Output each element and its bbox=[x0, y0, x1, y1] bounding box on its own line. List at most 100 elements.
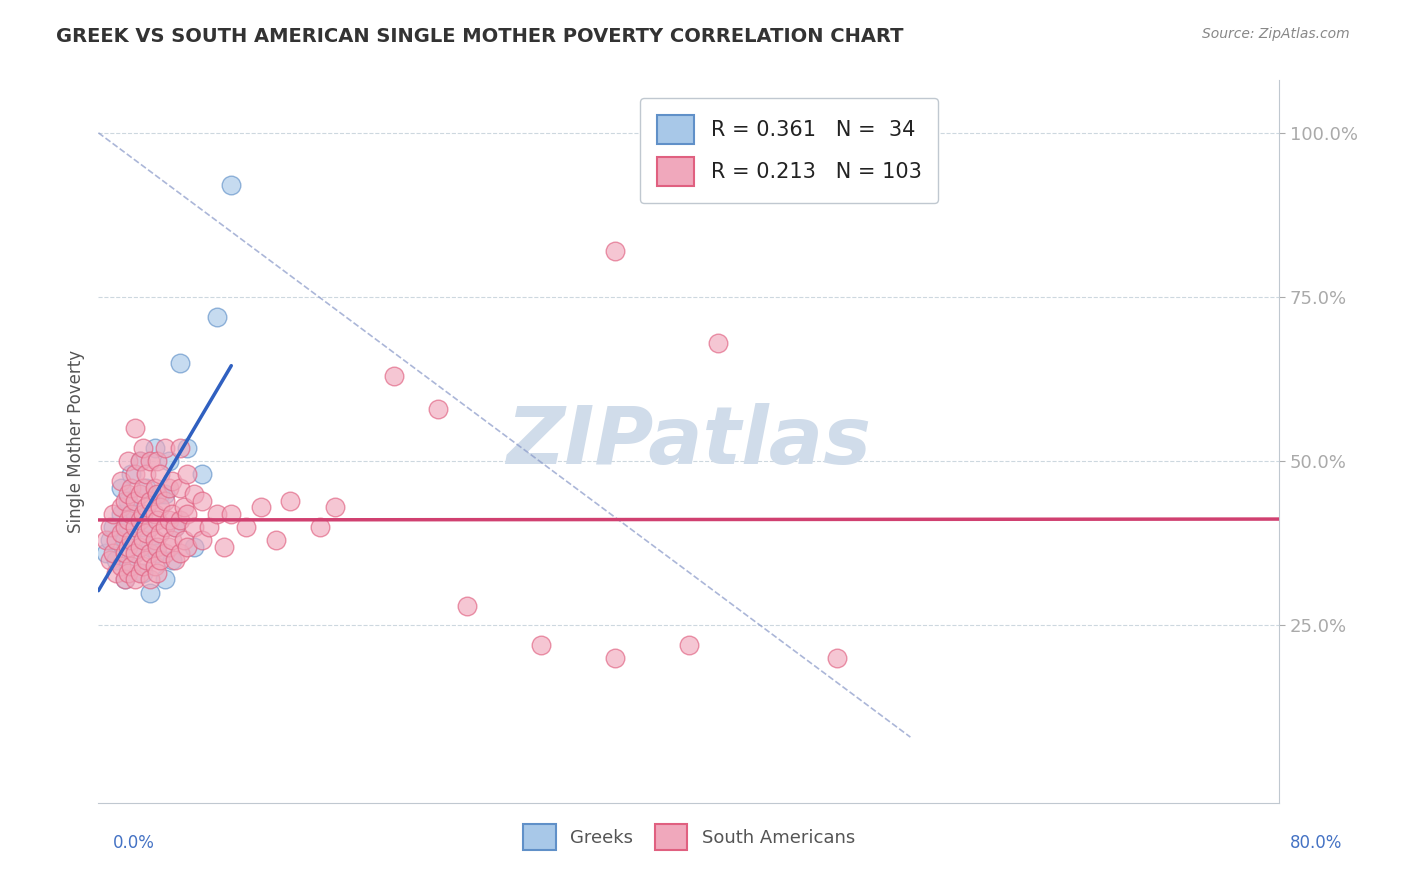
Point bbox=[103, 507, 125, 521]
Point bbox=[146, 546, 169, 560]
Point bbox=[94, 533, 117, 547]
Point bbox=[146, 487, 169, 501]
Point bbox=[120, 481, 142, 495]
Point bbox=[183, 540, 205, 554]
Point bbox=[162, 474, 183, 488]
Point bbox=[162, 507, 183, 521]
Point bbox=[235, 520, 257, 534]
Point bbox=[157, 513, 180, 527]
Point bbox=[165, 553, 187, 567]
Point bbox=[309, 520, 332, 534]
Point bbox=[128, 513, 150, 527]
Point bbox=[124, 421, 146, 435]
Point bbox=[221, 178, 243, 193]
Point bbox=[143, 559, 166, 574]
Point bbox=[427, 401, 450, 416]
Point bbox=[139, 573, 162, 587]
Point bbox=[149, 467, 172, 482]
Point bbox=[117, 487, 139, 501]
Point bbox=[183, 520, 205, 534]
Point bbox=[264, 533, 287, 547]
Point bbox=[146, 454, 169, 468]
Point bbox=[157, 540, 180, 554]
Point bbox=[191, 493, 214, 508]
Point bbox=[139, 493, 162, 508]
Point bbox=[707, 336, 730, 351]
Point bbox=[124, 467, 146, 482]
Point bbox=[212, 540, 235, 554]
Point bbox=[132, 559, 155, 574]
Text: Source: ZipAtlas.com: Source: ZipAtlas.com bbox=[1202, 27, 1350, 41]
Point bbox=[530, 638, 553, 652]
Point bbox=[139, 540, 162, 554]
Point bbox=[169, 546, 191, 560]
Point bbox=[103, 520, 125, 534]
Point bbox=[124, 546, 146, 560]
Point bbox=[117, 566, 139, 580]
Text: ZIPatlas: ZIPatlas bbox=[506, 402, 872, 481]
Point bbox=[132, 533, 155, 547]
Point bbox=[135, 500, 157, 515]
Point bbox=[143, 441, 166, 455]
Point bbox=[153, 493, 176, 508]
Point bbox=[191, 467, 214, 482]
Text: GREEK VS SOUTH AMERICAN SINGLE MOTHER POVERTY CORRELATION CHART: GREEK VS SOUTH AMERICAN SINGLE MOTHER PO… bbox=[56, 27, 904, 45]
Point bbox=[117, 513, 139, 527]
Point bbox=[117, 493, 139, 508]
Point bbox=[132, 520, 155, 534]
Point bbox=[124, 507, 146, 521]
Point bbox=[146, 566, 169, 580]
Legend: Greeks, South Americans: Greeks, South Americans bbox=[515, 815, 863, 859]
Point bbox=[117, 540, 139, 554]
Point bbox=[110, 507, 132, 521]
Point bbox=[162, 553, 183, 567]
Point bbox=[157, 454, 180, 468]
Point bbox=[173, 500, 195, 515]
Point bbox=[124, 573, 146, 587]
Point bbox=[146, 513, 169, 527]
Point bbox=[117, 559, 139, 574]
Point bbox=[114, 533, 136, 547]
Point bbox=[143, 507, 166, 521]
Point bbox=[132, 566, 155, 580]
Point bbox=[128, 540, 150, 554]
Text: 0.0%: 0.0% bbox=[112, 834, 155, 852]
Point bbox=[153, 573, 176, 587]
Point bbox=[128, 454, 150, 468]
Point bbox=[110, 481, 132, 495]
Point bbox=[149, 500, 172, 515]
Point bbox=[280, 493, 302, 508]
Point bbox=[153, 520, 176, 534]
Point bbox=[98, 520, 121, 534]
Point bbox=[128, 566, 150, 580]
Point bbox=[114, 493, 136, 508]
Point bbox=[120, 559, 142, 574]
Point bbox=[153, 546, 176, 560]
Point bbox=[198, 520, 221, 534]
Point bbox=[135, 526, 157, 541]
Point bbox=[120, 533, 142, 547]
Point bbox=[605, 651, 627, 665]
Point bbox=[114, 573, 136, 587]
Point bbox=[132, 441, 155, 455]
Point bbox=[169, 441, 191, 455]
Point bbox=[162, 533, 183, 547]
Point bbox=[135, 467, 157, 482]
Y-axis label: Single Mother Poverty: Single Mother Poverty bbox=[66, 350, 84, 533]
Point bbox=[114, 546, 136, 560]
Point bbox=[153, 441, 176, 455]
Point bbox=[114, 573, 136, 587]
Point bbox=[124, 493, 146, 508]
Point bbox=[114, 520, 136, 534]
Point bbox=[94, 546, 117, 560]
Point bbox=[105, 533, 128, 547]
Point bbox=[250, 500, 273, 515]
Point bbox=[139, 454, 162, 468]
Point bbox=[323, 500, 346, 515]
Point bbox=[678, 638, 700, 652]
Point bbox=[157, 481, 180, 495]
Point bbox=[169, 356, 191, 370]
Point bbox=[183, 487, 205, 501]
Point bbox=[169, 481, 191, 495]
Point bbox=[149, 526, 172, 541]
